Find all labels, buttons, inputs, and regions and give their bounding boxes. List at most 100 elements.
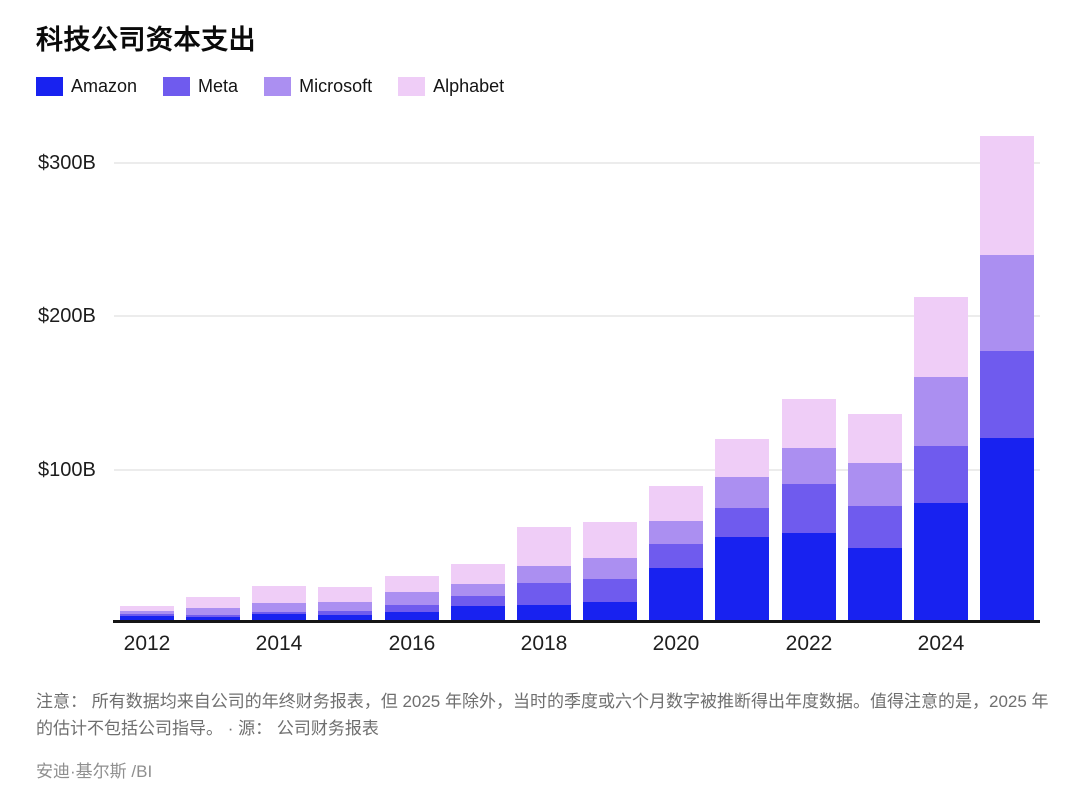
bar-2024 [914, 296, 968, 622]
legend-label: Meta [198, 76, 239, 96]
bar-segment-meta-2018 [517, 583, 571, 605]
bar-segment-meta-2015 [318, 611, 372, 615]
bar-2017 [451, 563, 505, 622]
x-axis-tick-label: 2014 [255, 632, 303, 655]
bar-segment-microsoft-2019 [583, 557, 637, 580]
legend-swatch-icon [264, 77, 292, 96]
bar-2015 [318, 586, 372, 622]
bar-segment-meta-2012 [120, 614, 174, 617]
bar-segment-meta-2025 [980, 351, 1034, 438]
bar-segment-amazon-2017 [451, 606, 505, 622]
bar-segment-meta-2020 [649, 544, 703, 569]
chart-title: 科技公司资本支出 [36, 25, 256, 55]
y-axis-tick-label: $100B [38, 458, 96, 481]
legend-label: Alphabet [433, 76, 505, 96]
bar-segment-microsoft-2025 [980, 255, 1034, 352]
bar-segment-microsoft-2012 [120, 610, 174, 615]
bar-segment-alphabet-2014 [252, 586, 306, 604]
bar-2016 [385, 576, 439, 622]
legend-item-amazon: Amazon [36, 76, 137, 97]
bar-2020 [649, 486, 703, 622]
bar-segment-amazon-2025 [980, 437, 1034, 622]
bar-segment-alphabet-2019 [583, 521, 637, 558]
gridline-200b [114, 315, 1040, 318]
bar-segment-amazon-2023 [848, 548, 902, 622]
bar-segment-meta-2013 [186, 614, 240, 617]
bar-segment-alphabet-2021 [715, 439, 769, 477]
bar-2013 [186, 596, 240, 622]
gridline-100b [114, 468, 1040, 471]
bar-segment-meta-2016 [385, 604, 439, 612]
bar-segment-microsoft-2013 [186, 608, 240, 615]
x-axis-tick-label: 2012 [123, 632, 171, 655]
bar-segment-alphabet-2015 [318, 586, 372, 603]
bar-segment-alphabet-2013 [186, 596, 240, 609]
bar-segment-microsoft-2015 [318, 602, 372, 612]
bar-2018 [517, 527, 571, 622]
bar-segment-amazon-2018 [517, 604, 571, 622]
bar-segment-amazon-2013 [186, 616, 240, 622]
bar-segment-alphabet-2025 [980, 135, 1034, 256]
x-axis-tick-label: 2016 [388, 632, 436, 655]
bar-segment-amazon-2021 [715, 536, 769, 622]
bar-segment-microsoft-2018 [517, 565, 571, 584]
footnote: 注意： 所有数据均来自公司的年终财务报表，但 2025 年除外，当时的季度或六个… [36, 692, 1049, 739]
bar-segment-meta-2021 [715, 508, 769, 537]
bar-segment-microsoft-2021 [715, 476, 769, 509]
bar-segment-alphabet-2016 [385, 576, 439, 593]
bar-segment-microsoft-2016 [385, 592, 439, 605]
bar-segment-microsoft-2017 [451, 583, 505, 597]
bar-segment-meta-2014 [252, 611, 306, 615]
x-axis-tick-label: 2024 [917, 632, 965, 655]
bar-segment-amazon-2015 [318, 614, 372, 622]
bar-segment-meta-2022 [782, 484, 836, 533]
bar-2014 [252, 586, 306, 622]
bar-segment-microsoft-2020 [649, 520, 703, 545]
y-axis-tick-label: $300B [38, 151, 96, 174]
legend-item-microsoft: Microsoft [264, 76, 372, 97]
legend-swatch-icon [398, 77, 426, 96]
x-axis-tick-label: 2018 [520, 632, 568, 655]
legend-label: Amazon [71, 76, 138, 96]
bar-2023 [848, 413, 902, 622]
bar-segment-alphabet-2017 [451, 563, 505, 584]
bar-2019 [583, 521, 637, 622]
bar-2021 [715, 439, 769, 622]
bar-segment-microsoft-2024 [914, 377, 968, 446]
bar-segment-alphabet-2022 [782, 399, 836, 448]
bar-segment-amazon-2014 [252, 614, 306, 622]
bar-2012 [120, 605, 174, 622]
x-axis-line [113, 620, 1040, 623]
gridline-300b [114, 161, 1040, 164]
x-axis-tick-label: 2020 [652, 632, 700, 655]
legend-label: Microsoft [299, 76, 373, 96]
bar-segment-amazon-2019 [583, 602, 637, 622]
bar-segment-meta-2023 [848, 506, 902, 549]
bar-segment-amazon-2022 [782, 532, 836, 622]
y-axis-tick-label: $200B [38, 305, 96, 328]
legend-item-meta: Meta [163, 76, 238, 97]
bar-segment-microsoft-2014 [252, 603, 306, 612]
bar-segment-alphabet-2020 [649, 486, 703, 521]
bar-segment-meta-2024 [914, 445, 968, 503]
bar-segment-alphabet-2023 [848, 413, 902, 464]
legend-item-alphabet: Alphabet [398, 76, 504, 97]
legend: Amazon Meta Microsoft Alphabet [36, 76, 504, 97]
bar-2025 [980, 135, 1034, 622]
bar-segment-amazon-2020 [649, 568, 703, 622]
byline: 安迪·基尔斯 /BI [36, 762, 153, 781]
bar-segment-microsoft-2022 [782, 447, 836, 485]
bar-segment-alphabet-2012 [120, 605, 174, 611]
x-axis-tick-label: 2022 [785, 632, 833, 655]
bar-segment-meta-2017 [451, 596, 505, 607]
bar-segment-amazon-2024 [914, 502, 968, 622]
bar-segment-alphabet-2024 [914, 296, 968, 378]
bar-segment-amazon-2016 [385, 611, 439, 622]
legend-swatch-icon [36, 77, 63, 96]
legend-swatch-icon [163, 77, 191, 96]
bar-segment-microsoft-2023 [848, 463, 902, 507]
bar-2022 [782, 399, 836, 622]
bar-segment-amazon-2012 [120, 616, 174, 622]
bar-segment-alphabet-2018 [517, 527, 571, 566]
